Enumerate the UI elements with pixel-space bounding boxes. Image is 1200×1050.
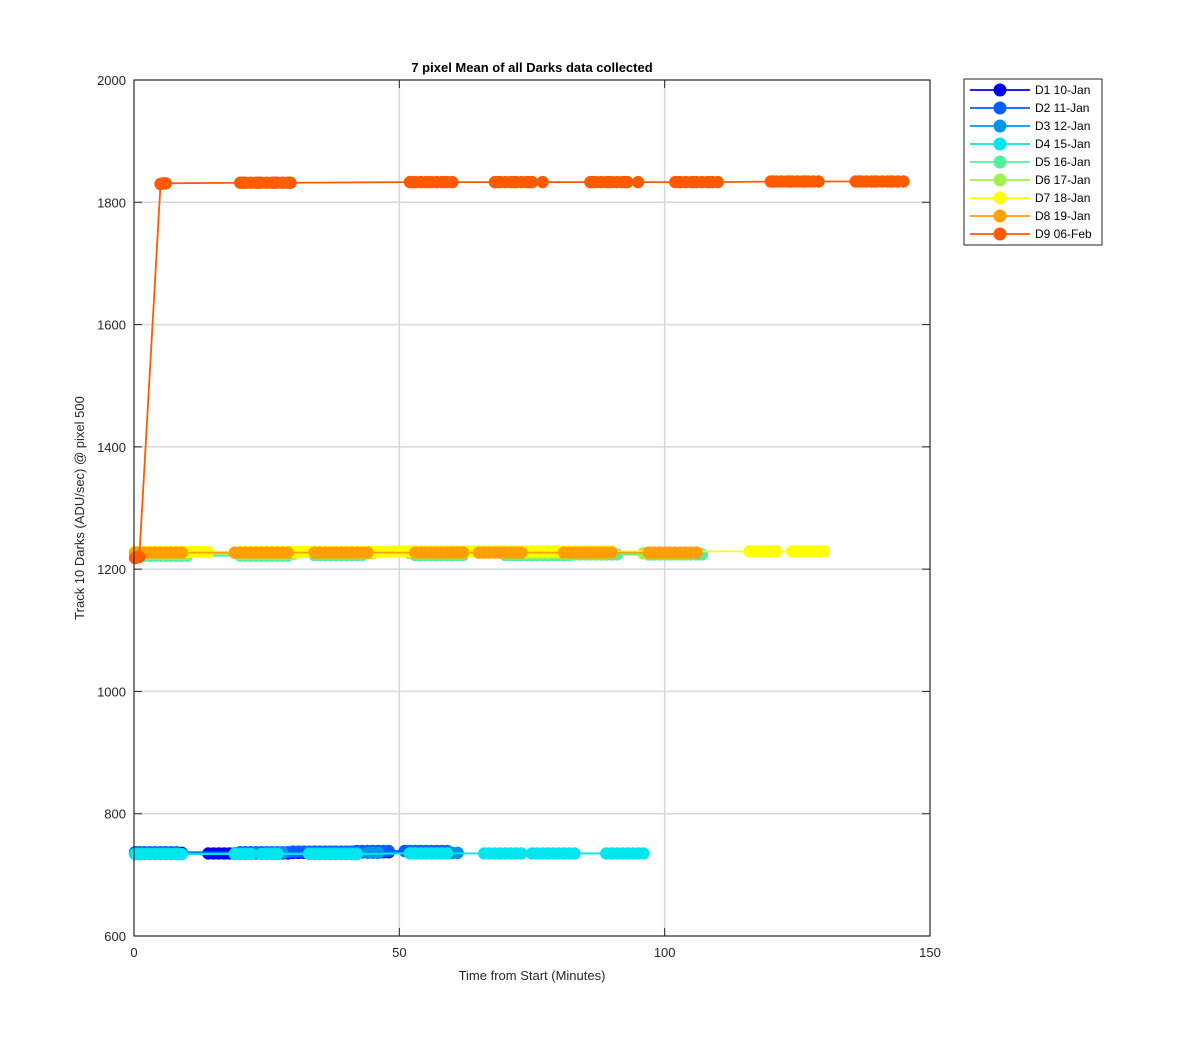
legend-item: D8 19-Jan [970,209,1090,223]
legend-marker [993,119,1007,133]
data-point [175,546,189,559]
legend-marker [993,83,1007,97]
legend-label: D5 16-Jan [1035,155,1090,169]
legend-marker [993,191,1007,205]
data-point [371,846,385,860]
legend-item: D4 15-Jan [970,137,1090,151]
data-point [812,175,825,188]
legend-label: D9 06-Feb [1035,227,1092,241]
data-point [284,176,297,189]
data-point [605,546,618,559]
legend-label: D3 12-Jan [1035,119,1090,133]
legend-label: D1 10-Jan [1035,83,1090,97]
data-point [690,546,703,559]
data-point [361,546,374,559]
legend-marker [993,227,1007,241]
y-tick-label: 1600 [97,318,126,333]
axes-background [134,80,930,936]
legend-marker [993,101,1007,115]
legend-item: D5 16-Jan [970,155,1090,169]
data-point [897,175,910,188]
series-9 [128,175,910,565]
y-tick-label: 600 [104,929,126,944]
y-tick-label: 1000 [97,684,126,699]
legend-marker [993,173,1007,187]
data-point [769,545,783,558]
legend-label: D4 15-Jan [1035,137,1090,151]
legend-item: D2 11-Jan [970,101,1089,115]
axes-frame [133,79,931,937]
x-tick-label: 0 [130,945,137,960]
data-point [631,175,645,189]
data-point [133,550,146,564]
legend: D1 10-Jan D2 11-Jan D3 12-Jan D4 15-Jan D5 1… [963,78,1103,246]
data-point [382,844,395,858]
data-point [711,175,724,189]
data-point [637,847,650,860]
series-4 [128,847,650,861]
data-point [515,847,528,860]
data-point [159,177,173,190]
data-point [175,847,189,861]
data-point [281,546,295,559]
data-point [244,847,257,861]
y-axis-label: Track 10 Darks (ADU/sec) @ pixel 500 [72,396,87,620]
plot-area: 0 50 100 150 600 800 1000 1200 1400 1600 1800 2000 [97,73,941,960]
y-tick-label: 1400 [97,440,126,455]
y-tick-label: 1200 [97,562,126,577]
legend-marker [993,209,1007,223]
legend-items: D1 10-Jan D2 11-Jan D3 12-Jan D4 15-Jan D5 1… [970,83,1092,241]
data-point [440,847,454,860]
data-point [536,175,549,189]
legend-item: D3 12-Jan [970,119,1090,133]
x-axis-label: Time from Start (Minutes) [459,968,606,983]
legend-label: D6 17-Jan [1035,173,1090,187]
x-tick-label: 50 [392,945,406,960]
legend-item: D6 17-Jan [970,173,1090,187]
data-point [621,175,634,189]
legend-marker [993,137,1007,151]
grid-layer [134,80,930,936]
x-tick-label: 150 [919,945,941,960]
data-point [456,546,470,559]
legend-marker [993,155,1007,169]
legend-item: D1 10-Jan [970,83,1090,97]
legend-label: D8 19-Jan [1035,209,1090,223]
legend-item: D9 06-Feb [970,227,1092,241]
y-tick-label: 2000 [97,73,126,88]
series-layer [128,175,910,861]
legend-label: D2 11-Jan [1035,101,1089,115]
data-point [350,847,364,861]
legend-label: D7 18-Jan [1035,191,1090,205]
data-point [525,175,539,189]
x-tick-label: 100 [654,945,676,960]
data-point [817,545,831,558]
data-point [446,175,459,189]
tick-layer: 0 50 100 150 600 800 1000 1200 1400 1600 1800 2000 [97,73,941,960]
data-point [271,847,284,861]
legend-item: D7 18-Jan [970,191,1090,205]
data-point [568,847,581,860]
y-tick-label: 1800 [97,195,126,210]
data-point [515,546,528,559]
chart-title: 7 pixel Mean of all Darks data collected [411,60,652,75]
y-tick-label: 800 [104,807,126,822]
